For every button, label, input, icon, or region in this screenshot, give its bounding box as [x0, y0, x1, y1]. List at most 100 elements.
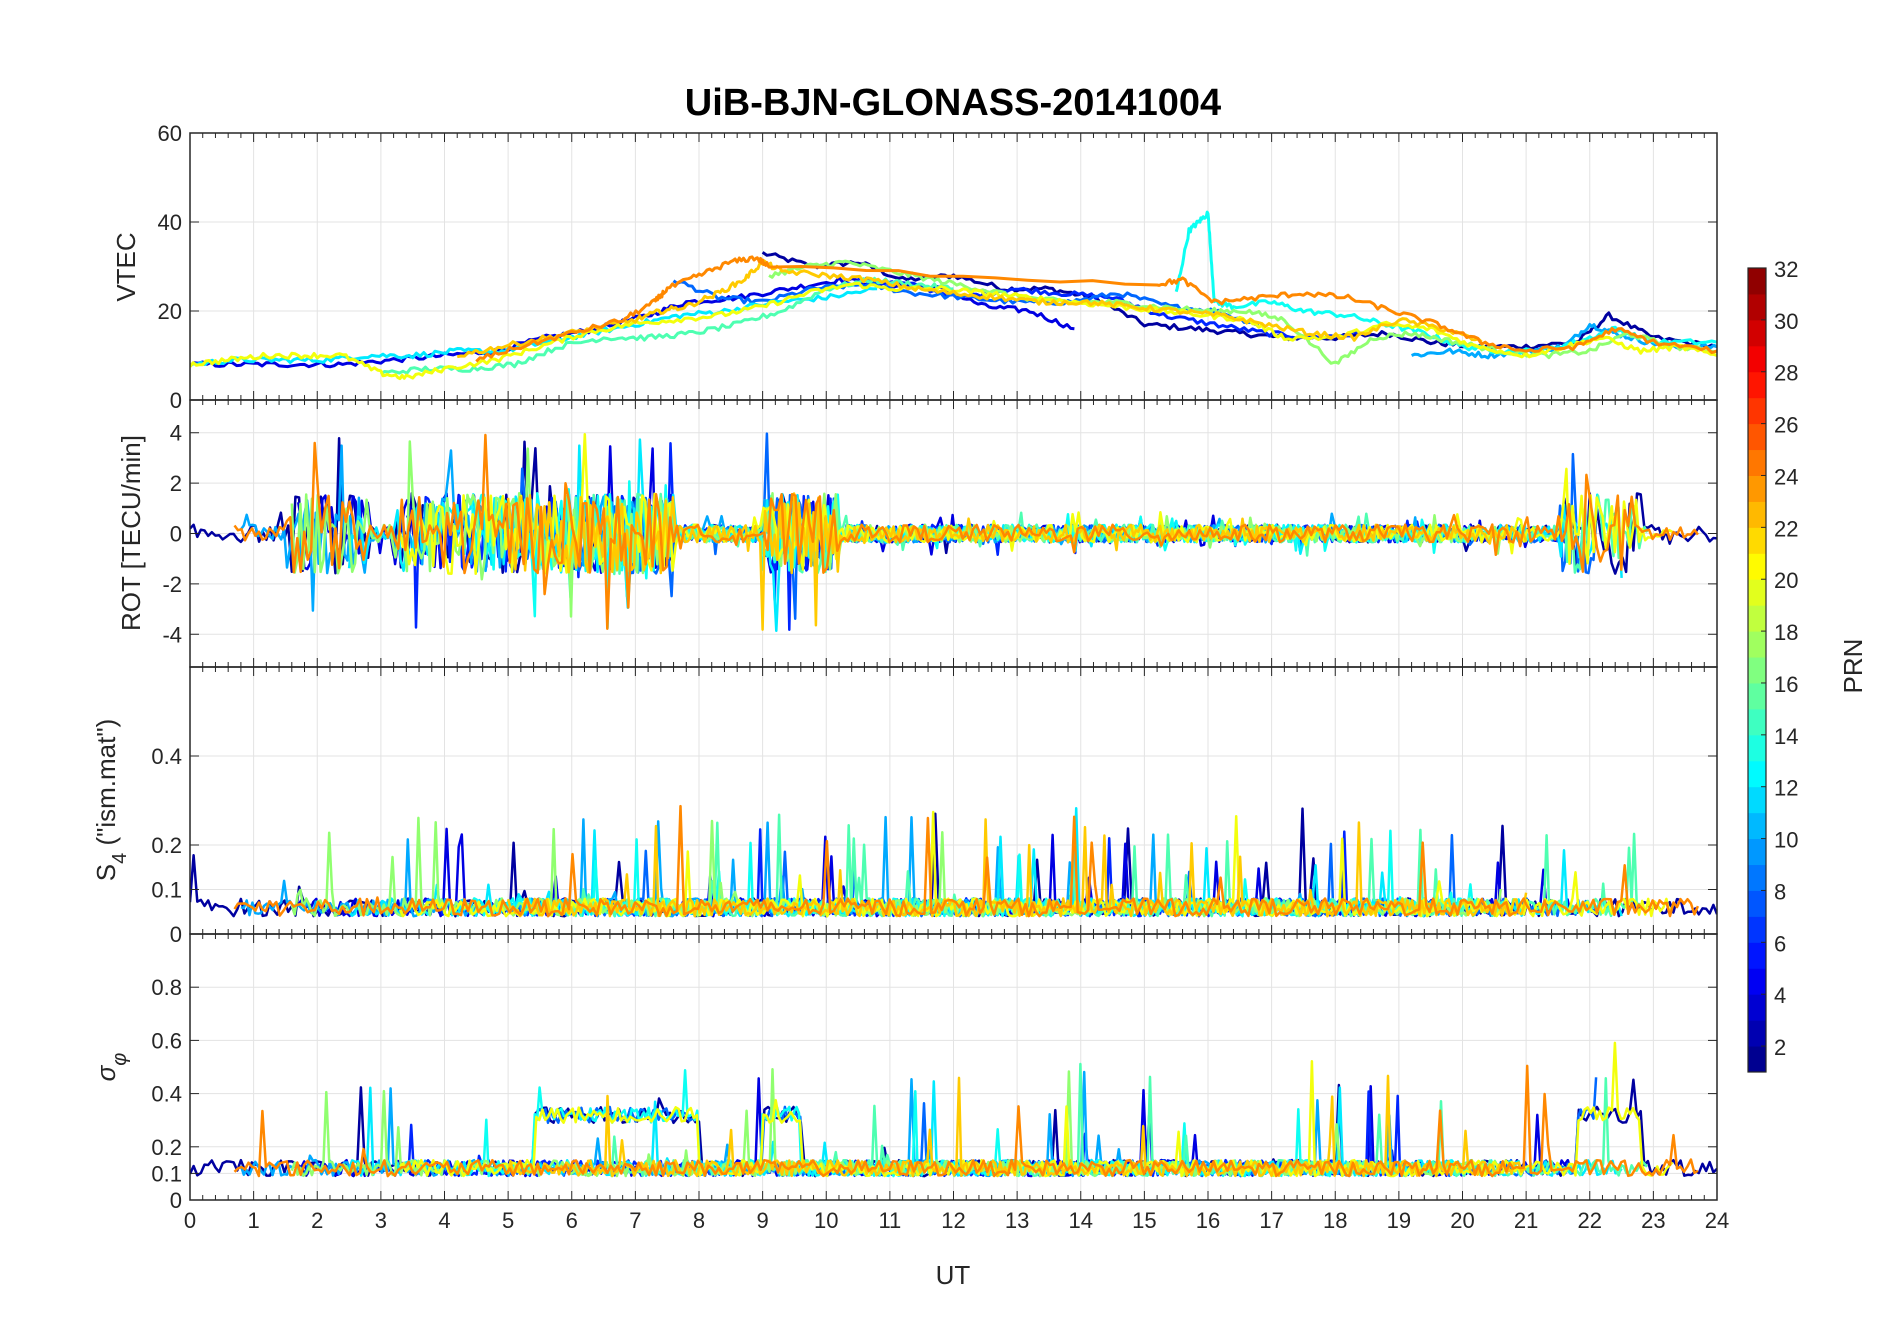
xtick-label-16: 16	[1196, 1208, 1220, 1233]
colorbar-segment-29	[1748, 293, 1766, 321]
colorbar-segment-4	[1748, 942, 1766, 969]
colorbar-segment-6	[1748, 890, 1766, 917]
colorbar-segment-7	[1748, 864, 1766, 891]
colorbar-tick-label-5: 12	[1774, 776, 1798, 801]
rot-series-prn-24	[233, 433, 1699, 630]
xtick-label-0: 0	[184, 1208, 196, 1233]
plot-area-s4	[190, 804, 1717, 918]
colorbar-segment-5	[1748, 916, 1766, 943]
rot-series-prn-15	[564, 492, 1649, 599]
colorbar-segment-21	[1748, 501, 1766, 528]
colorbar-segment-2	[1748, 994, 1766, 1021]
colorbar-tick-label-8: 18	[1774, 620, 1798, 645]
data-series	[190, 210, 1717, 1178]
ytick-label-sigma_phi-0: 0	[170, 1188, 182, 1213]
colorbar-tick-label-11: 24	[1774, 464, 1798, 489]
ytick-label-rot-0: -4	[162, 622, 182, 647]
xtick-label-8: 8	[693, 1208, 705, 1233]
rot-ylabel: ROT [TECU/min]	[116, 435, 146, 631]
xtick-label-14: 14	[1069, 1208, 1093, 1233]
colorbar-segment-28	[1748, 319, 1766, 347]
colorbar-segment-15	[1748, 657, 1766, 684]
sigma-phi-ylabel: σφ	[91, 1053, 131, 1082]
xtick-label-17: 17	[1259, 1208, 1283, 1233]
ytick-label-rot-2: 0	[170, 522, 182, 547]
colorbar-segment-16	[1748, 631, 1766, 658]
vtec-series-prn-13	[1174, 210, 1717, 356]
plot-area-rot	[190, 432, 1717, 633]
ytick-label-vtec-3: 60	[158, 121, 182, 146]
xtick-label-22: 22	[1578, 1208, 1602, 1233]
colorbar-segment-13	[1748, 708, 1766, 736]
ytick-label-rot-1: -2	[162, 572, 182, 597]
xtick-label-5: 5	[502, 1208, 514, 1233]
ytick-label-sigma_phi-4: 0.6	[151, 1028, 182, 1053]
colorbar-segment-11	[1748, 760, 1766, 788]
x-axis-label: UT	[936, 1260, 971, 1290]
ytick-label-sigma_phi-5: 0.8	[151, 975, 182, 1000]
colorbar-segment-19	[1748, 553, 1766, 580]
axes: 0204060-4-202400.10.20.400.10.20.40.60.8…	[151, 121, 1729, 1233]
ytick-label-sigma_phi-2: 0.2	[151, 1135, 182, 1160]
colorbar-label: PRN	[1838, 639, 1868, 694]
vtec-series-prn-20	[190, 281, 1717, 381]
xtick-label-15: 15	[1132, 1208, 1156, 1233]
xtick-label-10: 10	[814, 1208, 838, 1233]
plot-area-vtec	[190, 210, 1717, 381]
plot-area-sigma_phi	[190, 1041, 1717, 1178]
s4-series-prn-24	[233, 804, 1700, 918]
colorbar-tick-label-15: 32	[1774, 257, 1798, 282]
ytick-label-s4-0: 0	[170, 922, 182, 947]
colorbar-segment-0	[1748, 1046, 1766, 1073]
s4-series-prn-17	[290, 816, 1502, 918]
ytick-label-rot-3: 2	[170, 471, 182, 496]
ytick-label-sigma_phi-3: 0.4	[151, 1082, 182, 1107]
colorbar-tick-label-9: 20	[1774, 568, 1798, 593]
xtick-label-18: 18	[1323, 1208, 1347, 1233]
xtick-label-20: 20	[1450, 1208, 1474, 1233]
xtick-label-2: 2	[311, 1208, 323, 1233]
colorbar-segment-26	[1748, 371, 1766, 399]
chart-title: UiB-BJN-GLONASS-20141004	[685, 82, 1221, 124]
sigma_phi-series-prn-24	[233, 1064, 1699, 1178]
colorbar-tick-label-6: 14	[1774, 724, 1798, 749]
colorbar-tick-label-0: 2	[1774, 1035, 1786, 1060]
colorbar-tick-label-3: 8	[1774, 879, 1786, 904]
colorbar-tick-label-10: 22	[1774, 516, 1798, 541]
xtick-label-1: 1	[248, 1208, 260, 1233]
colorbar-segment-24	[1748, 423, 1766, 451]
colorbar-segment-9	[1748, 812, 1766, 840]
vtec-series-prn-22	[456, 259, 1483, 359]
ytick-label-s4-2: 0.2	[151, 833, 182, 858]
xtick-label-13: 13	[1005, 1208, 1029, 1233]
xtick-label-24: 24	[1705, 1208, 1729, 1233]
colorbar-segment-18	[1748, 579, 1766, 606]
s4-ylabel: S4 ("ism.mat")	[91, 719, 131, 881]
colorbar-segment-14	[1748, 682, 1766, 710]
colorbar-segment-8	[1748, 838, 1766, 866]
colorbar-tick-label-2: 6	[1774, 931, 1786, 956]
xtick-label-3: 3	[375, 1208, 387, 1233]
colorbar-segment-10	[1748, 786, 1766, 814]
colorbar-segment-23	[1748, 449, 1766, 476]
vtec-series-prn-2	[761, 251, 1717, 351]
xtick-label-23: 23	[1641, 1208, 1665, 1233]
colorbar-tick-label-12: 26	[1774, 413, 1798, 438]
colorbar-segment-27	[1748, 345, 1766, 373]
colorbar-segment-3	[1748, 968, 1766, 995]
xtick-label-6: 6	[566, 1208, 578, 1233]
colorbar-segment-22	[1748, 475, 1766, 502]
colorbar-tick-label-13: 28	[1774, 361, 1798, 386]
xtick-label-4: 4	[438, 1208, 450, 1233]
ytick-label-s4-1: 0.1	[151, 878, 182, 903]
xtick-label-12: 12	[941, 1208, 965, 1233]
ytick-label-vtec-1: 20	[158, 299, 182, 324]
xtick-label-19: 19	[1387, 1208, 1411, 1233]
colorbar-tick-label-14: 30	[1774, 309, 1798, 334]
colorbar-segment-25	[1748, 397, 1766, 425]
colorbar-segment-1	[1748, 1020, 1766, 1047]
xtick-label-21: 21	[1514, 1208, 1538, 1233]
xtick-label-7: 7	[629, 1208, 641, 1233]
